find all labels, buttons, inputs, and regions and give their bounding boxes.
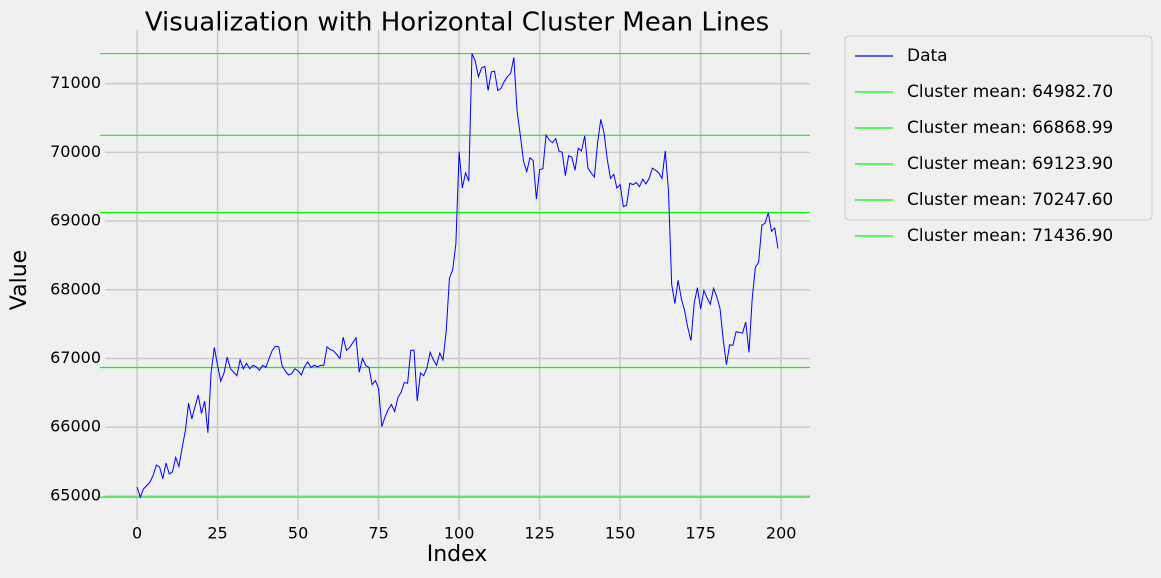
x-tick-label: 0 <box>132 524 142 543</box>
x-axis-label: Index <box>427 542 488 567</box>
y-tick-label: 66000 <box>50 417 101 436</box>
x-tick-label: 100 <box>444 524 475 543</box>
x-tick-label: 150 <box>605 524 636 543</box>
y-tick-label: 71000 <box>50 73 101 92</box>
chart-title: Visualization with Horizontal Cluster Me… <box>145 8 769 38</box>
y-axis-label: Value <box>7 250 32 310</box>
x-tick-label: 75 <box>368 524 388 543</box>
legend-label: Cluster mean: 69123.90 <box>907 154 1113 174</box>
data-line <box>136 53 779 499</box>
y-tick-label: 68000 <box>50 279 101 298</box>
legend-label: Cluster mean: 70247.60 <box>907 190 1113 210</box>
y-tick-label: 67000 <box>50 348 101 367</box>
y-tick-label: 69000 <box>50 211 101 230</box>
legend-label: Data <box>907 46 948 66</box>
y-tick-label: 65000 <box>50 485 101 504</box>
x-tick-label: 175 <box>685 524 716 543</box>
y-tick-label: 70000 <box>50 142 101 161</box>
legend-box <box>844 35 1153 221</box>
legend-label: Cluster mean: 71436.90 <box>907 226 1113 246</box>
x-tick-label: 50 <box>288 524 308 543</box>
x-tick-label: 25 <box>207 524 227 543</box>
legend-label: Cluster mean: 64982.70 <box>907 82 1113 102</box>
x-tick-label: 125 <box>524 524 555 543</box>
x-tick-label: 200 <box>766 524 797 543</box>
legend-label: Cluster mean: 66868.99 <box>907 118 1113 138</box>
